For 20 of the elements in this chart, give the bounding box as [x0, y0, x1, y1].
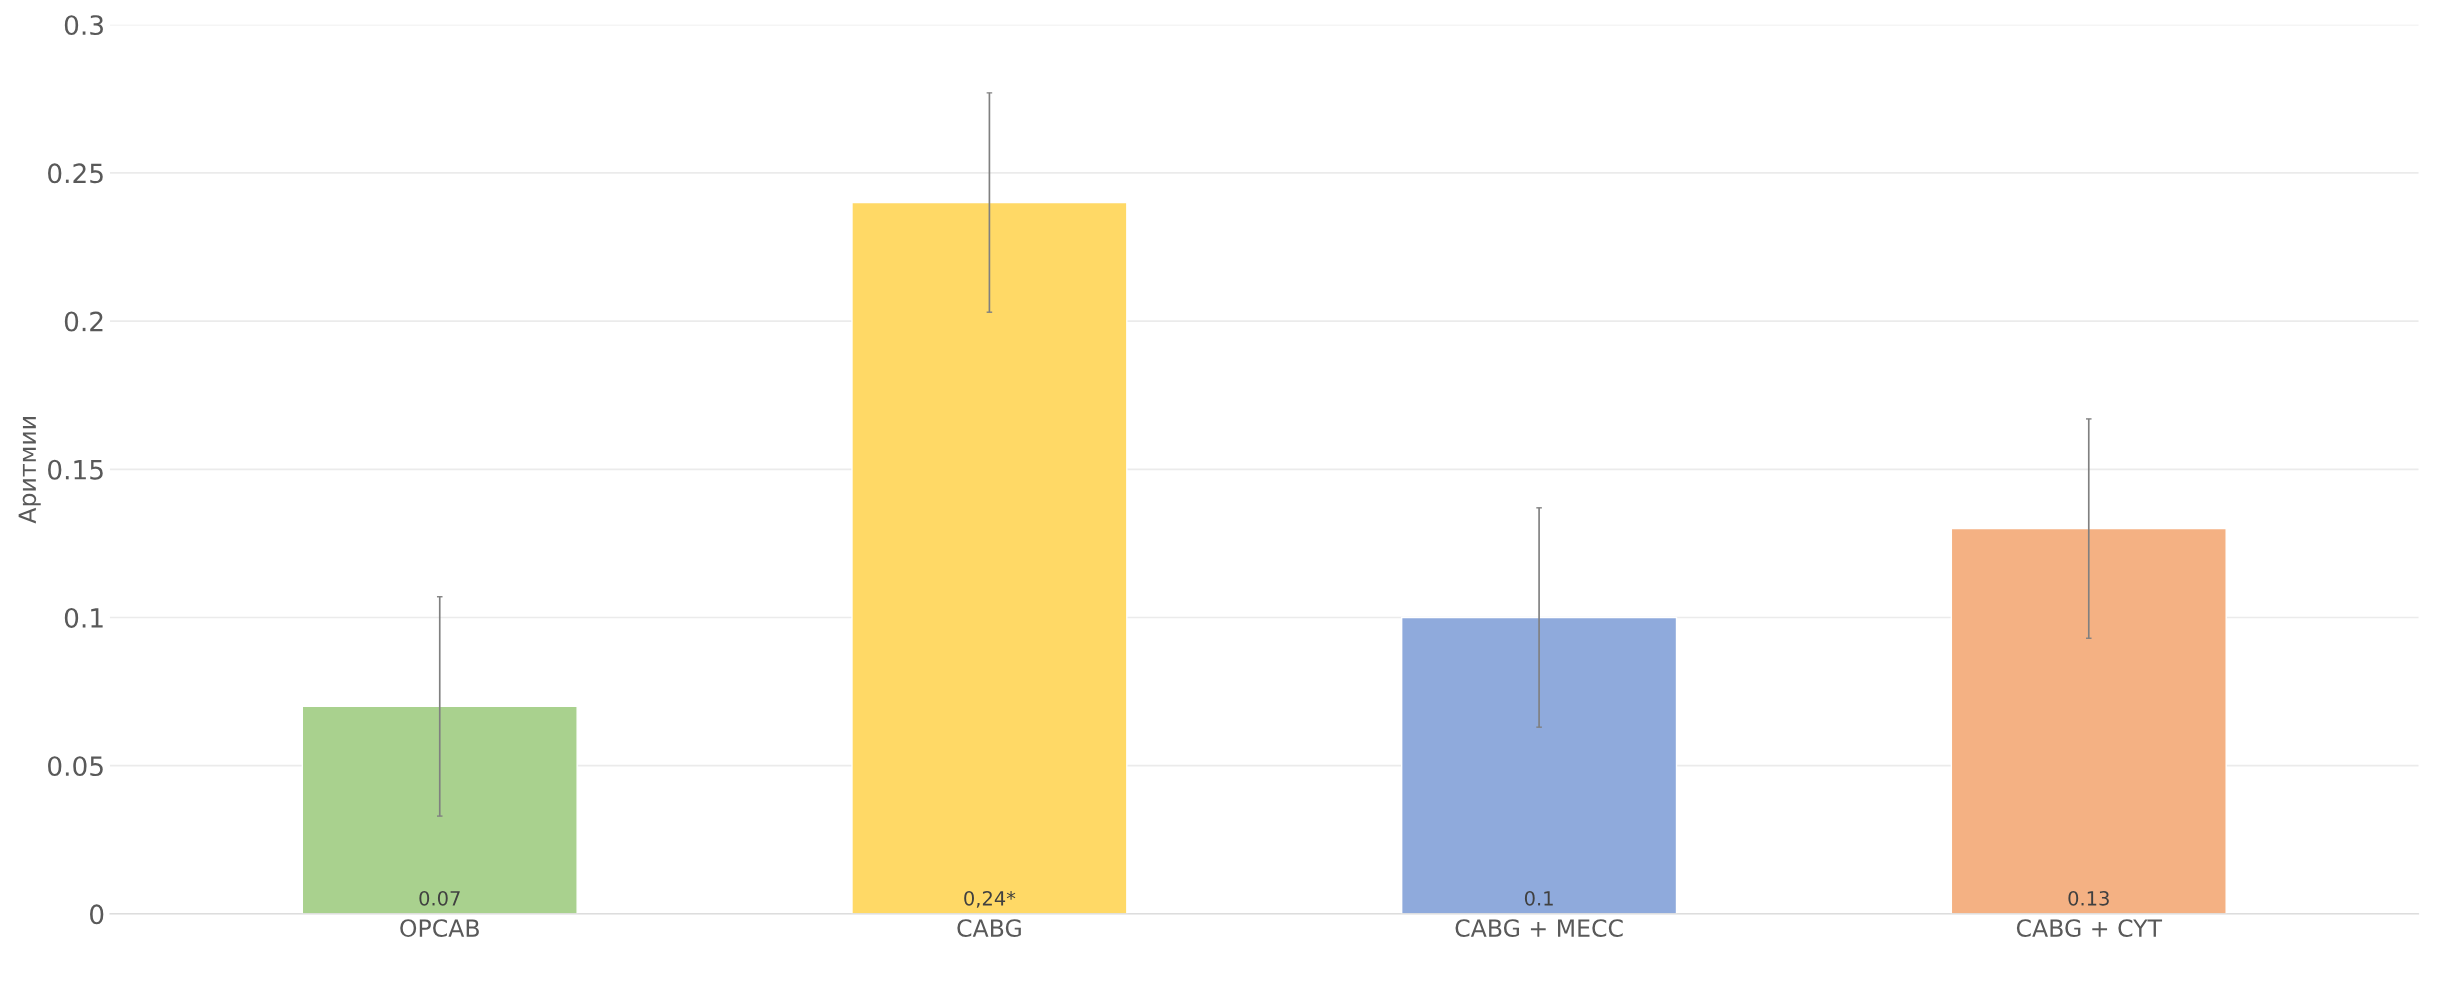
data-label: 0.07: [419, 890, 460, 906]
x-tick-label: OPCAB: [400, 919, 479, 938]
y-axis-title: Аритмии: [18, 417, 41, 524]
x-tick-label: CABG + MECC: [1455, 919, 1623, 938]
y-tick-label: 0.3: [64, 15, 103, 36]
y-tick-label: 0.25: [48, 163, 103, 184]
y-tick-label: 0.1: [64, 607, 103, 628]
bar: [851, 201, 1128, 914]
y-tick-label: 0.05: [48, 756, 103, 777]
y-tick-label: 0.15: [48, 459, 103, 480]
data-label: 0.1: [1524, 890, 1553, 906]
y-tick-label: 0.2: [64, 311, 103, 332]
bar: [1950, 527, 2227, 914]
data-label: 0.13: [2068, 890, 2109, 906]
x-tick-label: CABG + CYT: [2016, 919, 2163, 938]
data-label: 0,24*: [964, 890, 1016, 908]
y-tick-label: 0: [90, 904, 104, 925]
x-tick-label: CABG: [957, 919, 1021, 938]
bar: [1400, 616, 1678, 914]
bar: [301, 705, 578, 914]
